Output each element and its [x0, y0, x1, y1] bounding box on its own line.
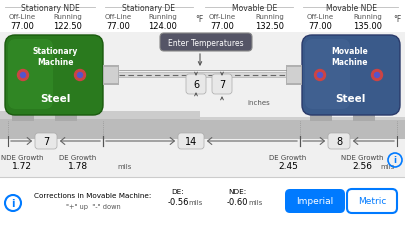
FancyBboxPatch shape	[5, 36, 103, 116]
Text: mils: mils	[381, 163, 395, 169]
FancyBboxPatch shape	[178, 133, 204, 149]
Circle shape	[17, 70, 28, 81]
FancyBboxPatch shape	[285, 189, 345, 213]
Text: 77.00: 77.00	[106, 22, 130, 31]
Text: 1.72: 1.72	[12, 162, 32, 171]
Text: DE Growth: DE Growth	[269, 154, 307, 160]
Text: i: i	[11, 198, 15, 208]
Bar	[0, 111, 200, 119]
Text: NDE Growth: NDE Growth	[1, 154, 43, 160]
Text: Metric: Metric	[358, 197, 386, 206]
Text: mils: mils	[249, 199, 263, 205]
Bar	[0, 118, 405, 139]
Text: Running: Running	[149, 14, 177, 20]
Text: Off-Line: Off-Line	[307, 14, 334, 20]
Text: 77.00: 77.00	[210, 22, 234, 31]
Circle shape	[318, 73, 322, 78]
Bar	[0, 177, 405, 227]
Circle shape	[77, 73, 83, 78]
Circle shape	[21, 73, 26, 78]
Text: Imperial: Imperial	[296, 197, 334, 206]
Text: Stationary
Machine: Stationary Machine	[32, 47, 78, 67]
Text: 8: 8	[336, 136, 342, 146]
Text: Off-Line: Off-Line	[209, 14, 236, 20]
Bar	[103, 74, 302, 78]
Bar	[104, 68, 118, 84]
Text: 7: 7	[219, 80, 225, 90]
Text: 77.00: 77.00	[10, 22, 34, 31]
Text: Movable
Machine: Movable Machine	[332, 47, 369, 67]
Bar	[310, 111, 332, 121]
Text: 124.00: 124.00	[149, 22, 177, 31]
Text: inches: inches	[247, 100, 270, 106]
Text: Enter Temperatures: Enter Temperatures	[168, 38, 244, 47]
Text: °F: °F	[393, 15, 401, 23]
Text: 6: 6	[193, 80, 199, 90]
Circle shape	[371, 70, 382, 81]
Text: °F: °F	[195, 15, 203, 23]
Text: 122.50: 122.50	[53, 22, 83, 31]
Text: NDE:: NDE:	[228, 188, 246, 194]
Bar	[287, 68, 301, 84]
Text: DE Growth: DE Growth	[60, 154, 97, 160]
Text: Running: Running	[256, 14, 284, 20]
Text: mils: mils	[118, 163, 132, 169]
Bar	[103, 73, 302, 79]
Text: Stationary NDE: Stationary NDE	[21, 4, 79, 13]
Bar	[200, 118, 405, 121]
Bar	[353, 111, 375, 121]
Bar	[0, 0, 405, 33]
FancyBboxPatch shape	[8, 40, 53, 109]
Text: "+" up  "-" down: "+" up "-" down	[66, 203, 120, 209]
FancyBboxPatch shape	[302, 36, 400, 116]
FancyBboxPatch shape	[347, 189, 397, 213]
Text: 77.00: 77.00	[308, 22, 332, 31]
Text: 1.78: 1.78	[68, 162, 88, 171]
Text: Steel: Steel	[40, 94, 70, 104]
Text: 132.50: 132.50	[256, 22, 284, 31]
Text: -0.56: -0.56	[167, 198, 189, 207]
Circle shape	[75, 70, 85, 81]
Text: -0.60: -0.60	[226, 198, 248, 207]
FancyBboxPatch shape	[186, 75, 206, 95]
FancyBboxPatch shape	[160, 34, 252, 52]
Text: Movable DE: Movable DE	[232, 4, 277, 13]
Bar	[55, 111, 77, 121]
Text: Off-Line: Off-Line	[9, 14, 36, 20]
Text: mils: mils	[189, 199, 203, 205]
Circle shape	[375, 73, 379, 78]
Text: Running: Running	[53, 14, 82, 20]
Text: 2.45: 2.45	[278, 162, 298, 171]
Text: 2.56: 2.56	[352, 162, 372, 171]
Text: Corrections in Movable Machine:: Corrections in Movable Machine:	[34, 192, 152, 198]
Text: Steel: Steel	[335, 94, 365, 104]
Text: 14: 14	[185, 136, 197, 146]
FancyBboxPatch shape	[35, 133, 57, 149]
Text: Running: Running	[354, 14, 382, 20]
Circle shape	[315, 70, 326, 81]
Text: Movable NDE: Movable NDE	[326, 4, 377, 13]
Bar	[12, 111, 34, 121]
Bar	[103, 66, 119, 86]
Text: i: i	[394, 156, 396, 165]
Text: DE:: DE:	[172, 188, 184, 194]
FancyBboxPatch shape	[328, 133, 350, 149]
Text: Stationary DE: Stationary DE	[122, 4, 175, 13]
FancyBboxPatch shape	[305, 40, 350, 109]
Bar	[286, 66, 302, 86]
Text: 7: 7	[43, 136, 49, 146]
Text: NDE Growth: NDE Growth	[341, 154, 383, 160]
FancyBboxPatch shape	[212, 75, 232, 95]
Text: 135.00: 135.00	[354, 22, 382, 31]
Text: Off-Line: Off-Line	[104, 14, 132, 20]
